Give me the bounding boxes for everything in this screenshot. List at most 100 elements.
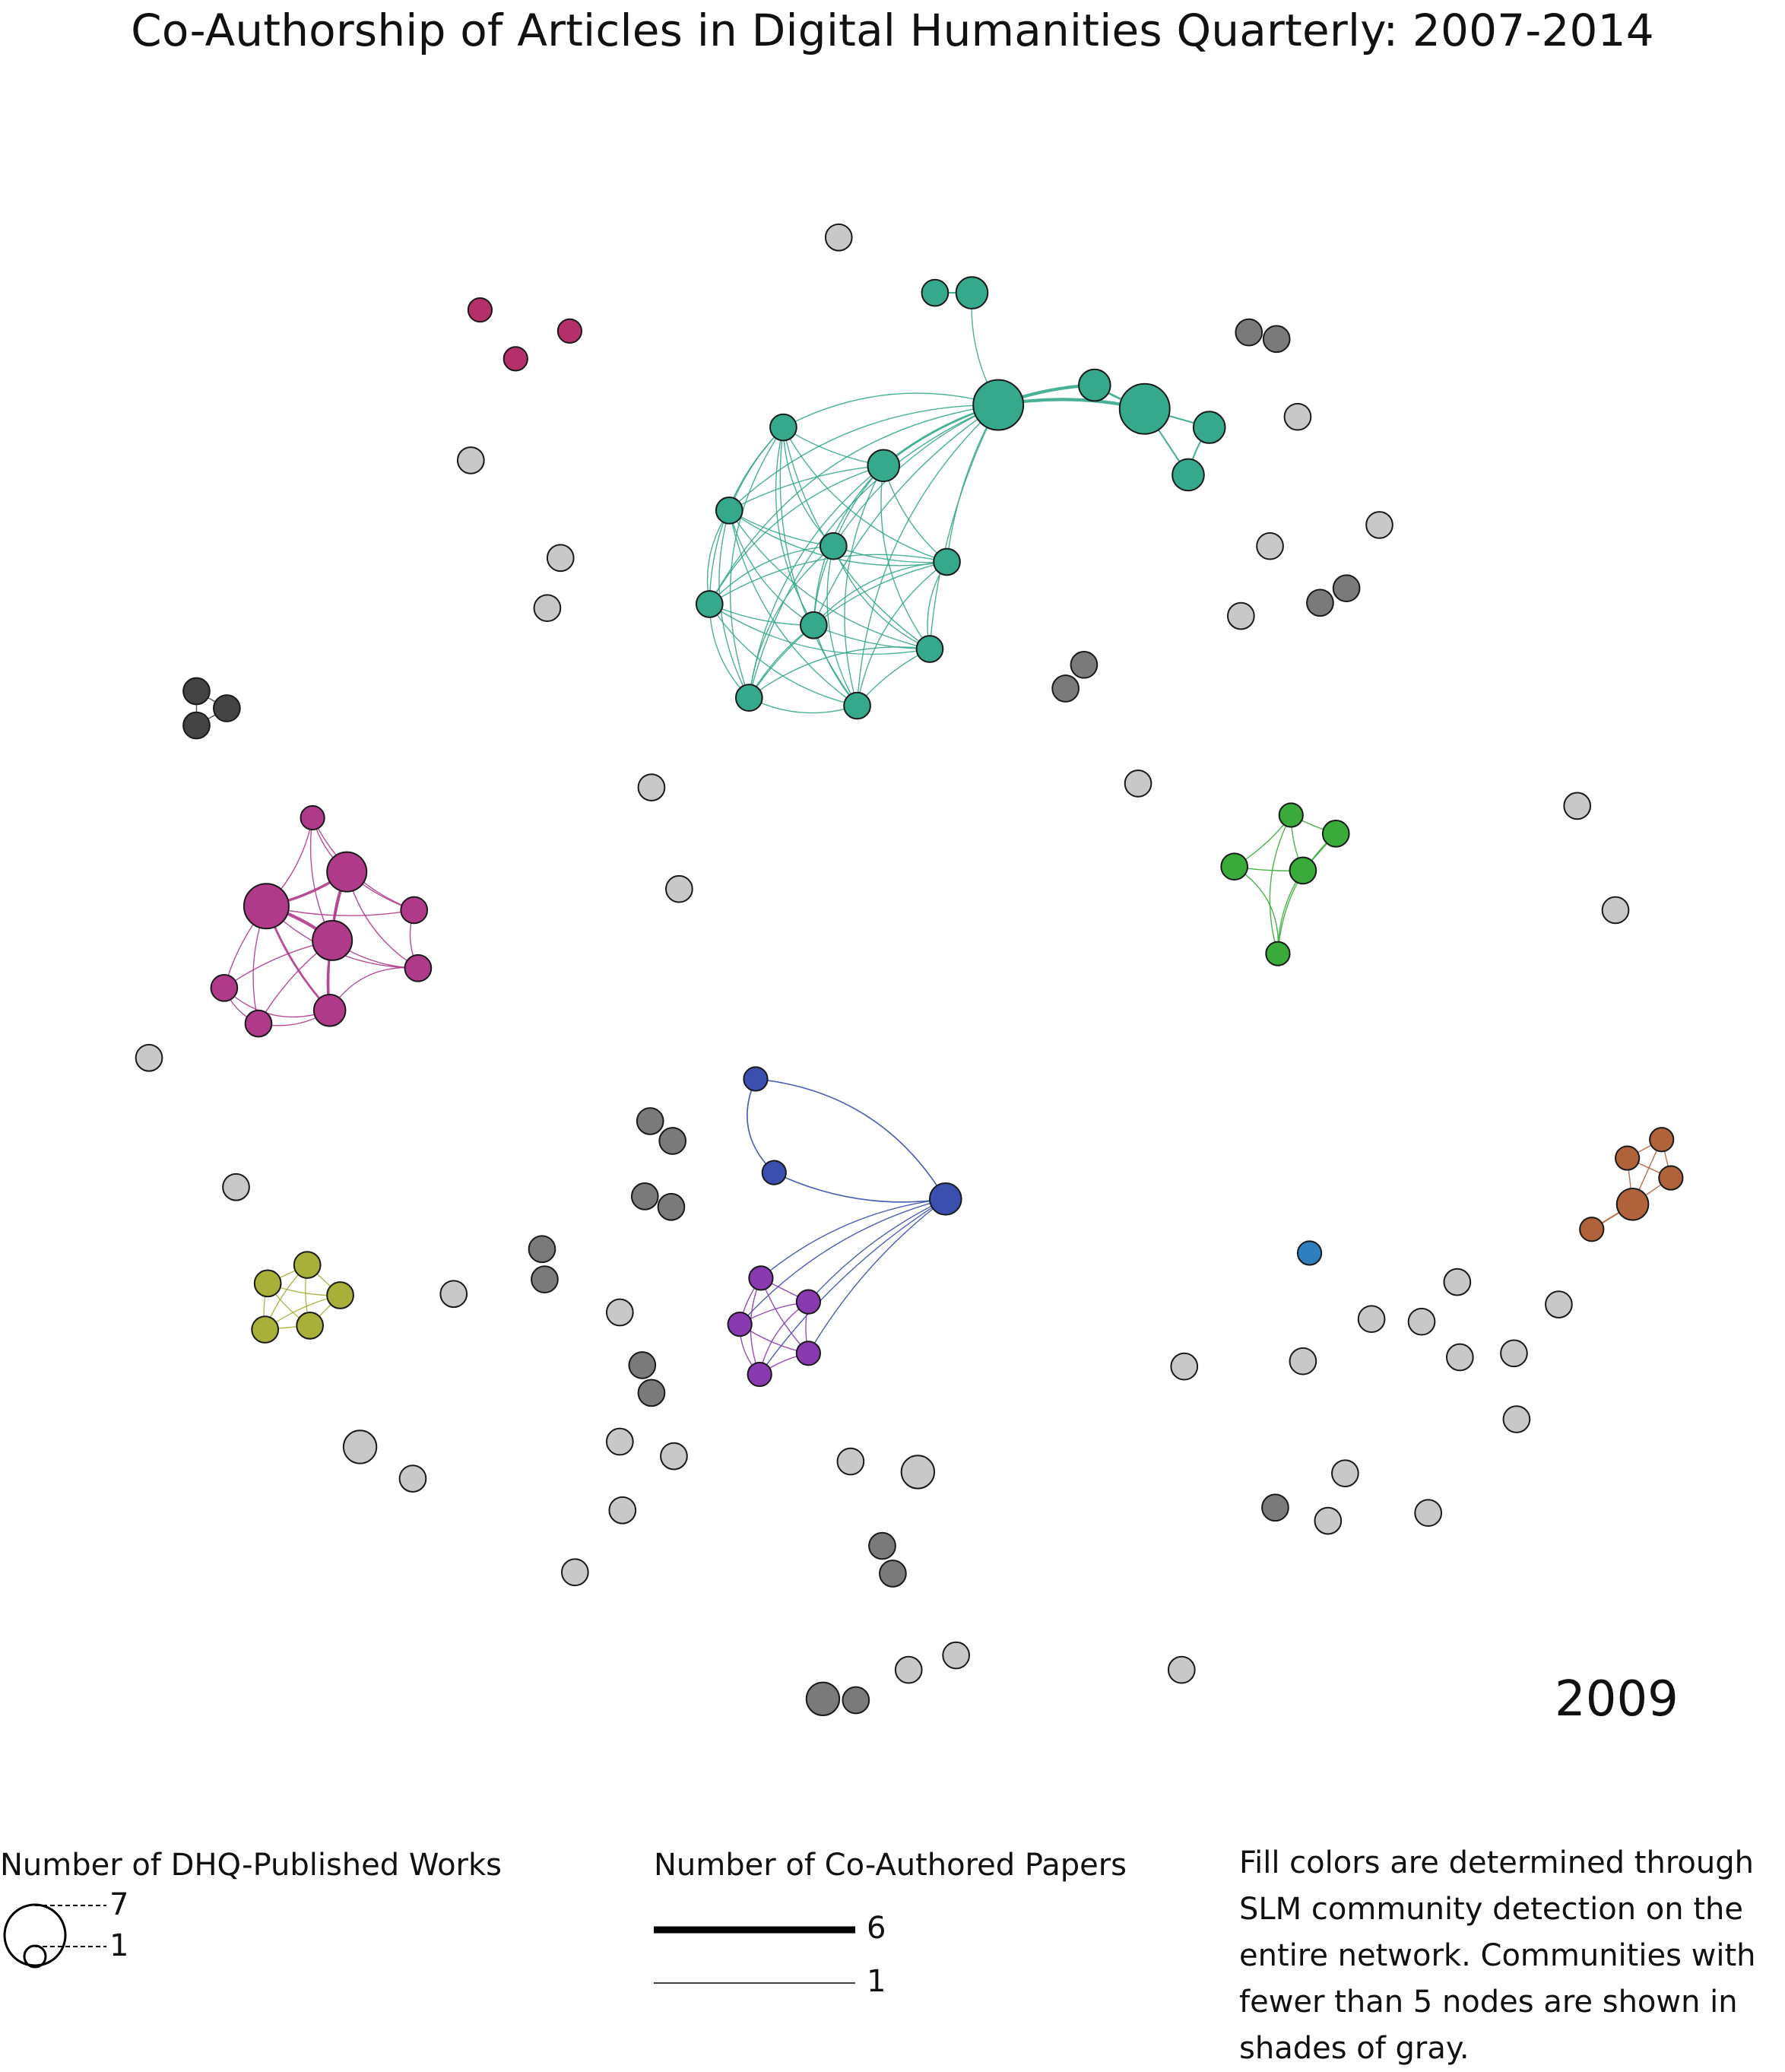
coauthor-edge (709, 603, 931, 655)
author-node (182, 711, 211, 740)
author-node (1289, 1347, 1317, 1376)
author-node (400, 896, 429, 925)
author-node (312, 919, 354, 961)
author-node (556, 318, 583, 344)
coauthor-edge (709, 604, 858, 706)
author-node (748, 1265, 774, 1291)
author-node (1601, 896, 1630, 925)
page-title: Co-Authorship of Articles in Digital Hum… (131, 5, 1654, 56)
author-node (560, 1558, 589, 1587)
author-node (456, 446, 485, 474)
author-node (1124, 769, 1152, 798)
author-node (1070, 650, 1099, 679)
author-node (1563, 792, 1592, 820)
author-node (1615, 1145, 1641, 1171)
author-node (1192, 411, 1226, 444)
author-node (439, 1280, 468, 1309)
author-node (1331, 1459, 1359, 1488)
author-node (1262, 325, 1291, 354)
author-node (210, 973, 239, 1002)
coauthor-edge (773, 1172, 946, 1203)
nodes (135, 223, 1684, 1716)
author-node (836, 1447, 865, 1476)
author-node (1615, 1187, 1650, 1221)
author-node (1649, 1127, 1675, 1153)
coauthor-edge (709, 545, 834, 604)
author-node (747, 1361, 772, 1388)
coauthor-edge (807, 1198, 946, 1354)
author-node (1289, 856, 1317, 885)
author-node (326, 1281, 354, 1309)
author-node (1051, 674, 1080, 703)
author-node (972, 379, 1025, 431)
author-node (1167, 1655, 1196, 1684)
author-node (1261, 1493, 1289, 1522)
author-node (608, 1496, 637, 1525)
author-node (1357, 1305, 1386, 1334)
coauthor-edge (782, 427, 947, 563)
author-node (1658, 1165, 1684, 1191)
legend-node-max-label: 7 (109, 1887, 129, 1922)
author-node (605, 1427, 634, 1456)
author-node (819, 531, 848, 560)
author-node (1256, 531, 1284, 560)
author-node (842, 1686, 870, 1715)
coauthor-edge (883, 465, 947, 563)
author-node (1296, 1240, 1323, 1266)
author-node (251, 1315, 280, 1344)
author-node (657, 1192, 686, 1221)
author-node (1283, 402, 1312, 431)
author-node (1545, 1290, 1573, 1318)
coauthor-edge (748, 465, 884, 698)
author-node (955, 276, 989, 309)
author-node (933, 547, 961, 576)
coauthor-edge (929, 405, 999, 649)
author-node (630, 1182, 659, 1211)
author-node (628, 1351, 657, 1379)
author-node (761, 1160, 787, 1185)
author-node (244, 1009, 273, 1038)
author-node (894, 1655, 923, 1684)
author-node (1220, 852, 1249, 881)
coauthor-edge (728, 465, 884, 511)
year-label: 2009 (1555, 1671, 1679, 1728)
author-node (769, 413, 797, 442)
author-node (1077, 368, 1111, 402)
author-node (879, 1560, 907, 1588)
author-node (727, 1312, 753, 1337)
coauthor-edge (783, 392, 999, 428)
author-node (1502, 1405, 1531, 1433)
legend-node-large (3, 1903, 67, 1967)
author-node (1314, 1506, 1343, 1535)
author-node (222, 1172, 250, 1201)
coauthor-edge (748, 404, 999, 698)
author-node (915, 635, 944, 663)
author-node (637, 773, 666, 801)
author-node (921, 278, 950, 307)
author-node (1306, 589, 1334, 617)
author-node (1227, 601, 1255, 630)
author-node (799, 611, 828, 639)
author-node (342, 1429, 378, 1464)
author-node (135, 1043, 163, 1072)
author-node (695, 590, 724, 618)
author-node (805, 1681, 841, 1716)
coauthor-edge (755, 1078, 946, 1200)
coauthor-edge (807, 1198, 946, 1303)
author-node (795, 1341, 821, 1366)
coauthor-edge (748, 561, 947, 699)
author-node (867, 449, 901, 483)
coauthor-edge (748, 545, 834, 698)
author-node (546, 544, 575, 573)
legend-graphics (3, 1903, 855, 1984)
coauthor-edge (1234, 866, 1279, 954)
legend-edge-min-label: 1 (867, 1964, 886, 1999)
legend-node-small (23, 1944, 47, 1969)
author-node (533, 594, 562, 623)
author-node (293, 1251, 322, 1279)
author-node (1235, 318, 1263, 347)
author-node (795, 1289, 821, 1315)
coauthor-edge (832, 545, 931, 650)
author-node (326, 851, 368, 893)
author-node (900, 1455, 936, 1490)
